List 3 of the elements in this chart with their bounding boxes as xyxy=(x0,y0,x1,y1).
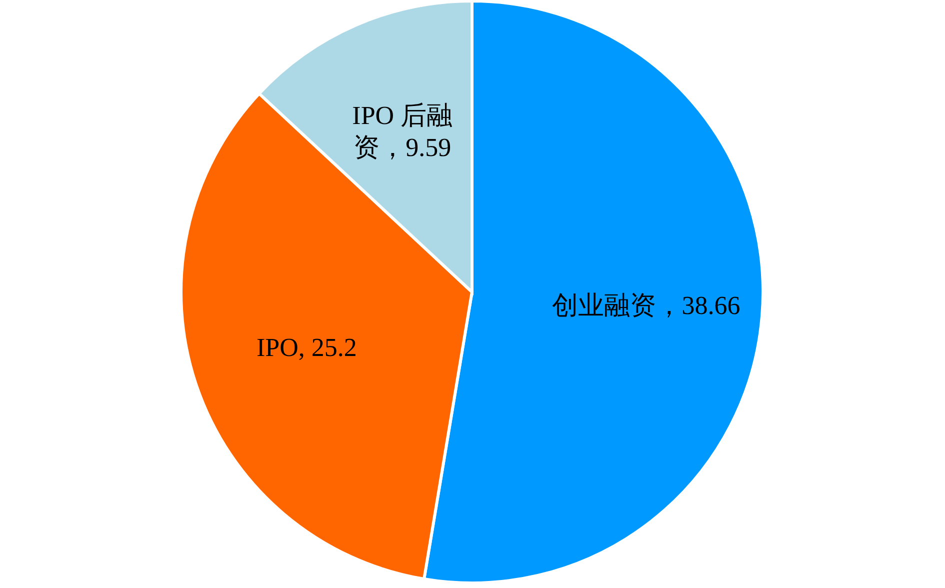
slice-label: 创业融资，38.66 xyxy=(550,290,742,322)
slice-label: IPO, 25.2 xyxy=(255,332,358,364)
slice-label: IPO 后融资，9.59 xyxy=(351,100,454,164)
